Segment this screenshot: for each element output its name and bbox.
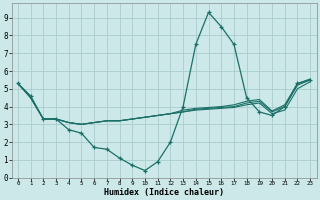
X-axis label: Humidex (Indice chaleur): Humidex (Indice chaleur) — [104, 188, 224, 197]
